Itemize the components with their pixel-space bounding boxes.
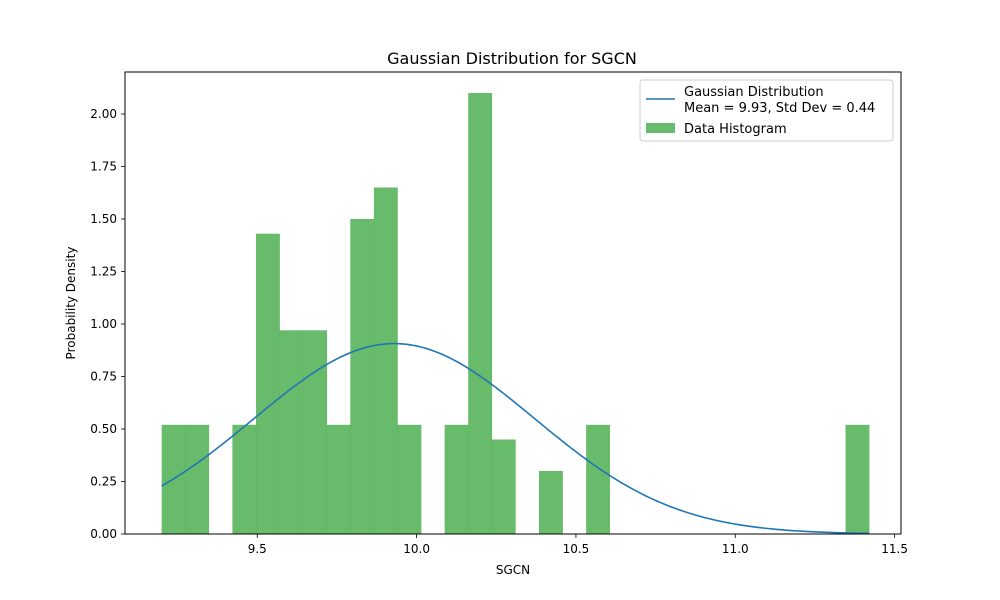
x-tick-label: 9.5 xyxy=(248,542,267,556)
plot-frame xyxy=(124,71,902,535)
x-axis-label: SGCN xyxy=(496,563,530,577)
histogram-bar xyxy=(255,233,280,534)
histogram-bar xyxy=(444,424,469,534)
chart-title: Gaussian Distribution for SGCN xyxy=(387,49,637,68)
x-tick-label: 11.5 xyxy=(881,542,908,556)
y-axis-ticks: 0.00 0.25 0.50 0.75 1.00 1.25 1.50 1.75 2.00 xyxy=(90,107,125,541)
y-tick-label: 2.00 xyxy=(90,107,117,121)
legend-gaussian-label-line1: Gaussian Distribution xyxy=(684,85,824,100)
x-tick-label: 11.0 xyxy=(722,542,749,556)
histogram-bar xyxy=(586,424,611,534)
y-tick-label: 0.50 xyxy=(90,422,117,436)
histogram-bar xyxy=(185,424,210,534)
histogram-bar xyxy=(350,219,375,534)
histogram-bar xyxy=(468,93,493,534)
histogram-bar xyxy=(326,424,351,534)
histogram-bar xyxy=(397,424,422,534)
histogram-bar xyxy=(373,187,398,534)
y-tick-label: 1.00 xyxy=(90,317,117,331)
legend-histogram-label: Data Histogram xyxy=(684,122,787,137)
legend: Gaussian Distribution Mean = 9.93, Std D… xyxy=(639,79,894,142)
plot-area xyxy=(161,93,870,535)
histogram-bar xyxy=(538,471,563,534)
histogram-bar xyxy=(491,439,516,534)
y-tick-label: 1.75 xyxy=(90,160,117,174)
y-axis-label: Probability Density xyxy=(64,247,78,360)
x-tick-label: 10.0 xyxy=(403,542,430,556)
histogram-bar xyxy=(279,330,304,534)
legend-histogram-swatch xyxy=(646,123,675,133)
x-tick-label: 10.5 xyxy=(563,542,590,556)
legend-gaussian-label-line2: Mean = 9.93, Std Dev = 0.44 xyxy=(684,101,875,116)
legend-box xyxy=(639,79,894,142)
histogram-bars xyxy=(161,93,870,534)
gaussian-curve xyxy=(161,342,870,535)
histogram-bar xyxy=(232,424,257,534)
y-tick-label: 1.50 xyxy=(90,212,117,226)
x-axis-ticks: 9.5 10.0 10.5 11.0 11.5 xyxy=(248,534,908,556)
y-tick-label: 0.75 xyxy=(90,370,117,384)
histogram-bar xyxy=(303,330,328,534)
y-tick-label: 0.25 xyxy=(90,475,117,489)
histogram-bar xyxy=(845,424,870,534)
y-tick-label: 0.00 xyxy=(90,527,117,541)
y-tick-label: 1.25 xyxy=(90,265,117,279)
